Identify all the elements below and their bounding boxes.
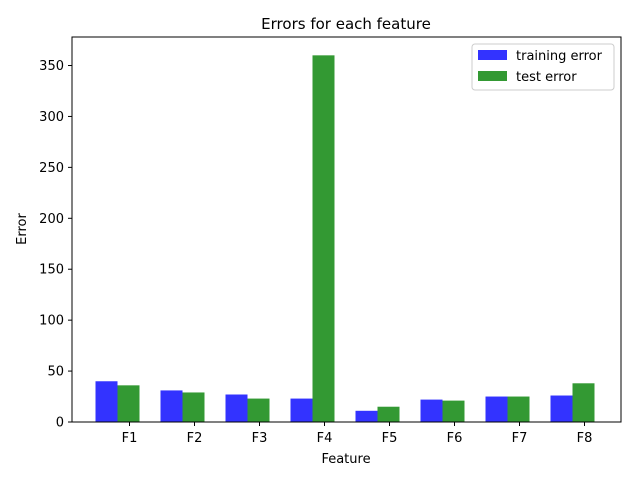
bar-test-error-f7	[507, 396, 530, 422]
bar-training-error-f5	[355, 410, 378, 422]
bar-test-error-f2	[182, 392, 205, 422]
x-tick-label: F5	[382, 431, 398, 446]
y-tick-label: 150	[39, 263, 64, 278]
x-axis-label: Feature	[321, 452, 370, 467]
legend: training error test error	[471, 43, 615, 91]
bar-test-error-f8	[572, 383, 595, 422]
bar-training-error-f1	[95, 381, 118, 422]
y-tick-label: 100	[39, 314, 64, 329]
x-tick-label: F7	[512, 431, 528, 446]
y-tick-label: 0	[56, 416, 64, 431]
legend-label: training error	[516, 49, 603, 64]
bar-test-error-f1	[117, 385, 140, 422]
bar-training-error-f6	[420, 399, 443, 422]
bar-training-error-f3	[225, 394, 248, 422]
y-axis: 0 50 100 150 200 250 300 350	[39, 59, 72, 431]
legend-swatch	[478, 71, 507, 81]
bars-layer	[95, 55, 595, 422]
y-tick-label: 300	[39, 110, 64, 125]
y-tick-label: 350	[39, 59, 64, 74]
bar-training-error-f7	[485, 396, 508, 422]
bar-test-error-f4	[312, 55, 335, 422]
x-tick-label: F1	[122, 431, 138, 446]
x-tick-label: F2	[187, 431, 203, 446]
bar-training-error-f2	[160, 390, 183, 422]
chart-title: Errors for each feature	[261, 15, 431, 33]
x-tick-label: F8	[577, 431, 593, 446]
legend-box	[471, 43, 615, 91]
plot-frame	[71, 36, 622, 423]
x-tick-label: F3	[252, 431, 268, 446]
legend-swatch	[478, 50, 507, 60]
y-tick-label: 200	[39, 212, 64, 227]
y-tick-label: 250	[39, 161, 64, 176]
bar-training-error-f4	[290, 398, 313, 422]
bar-test-error-f3	[247, 398, 270, 422]
y-axis-label: Error	[15, 213, 30, 245]
bar-test-error-f5	[377, 406, 400, 422]
bar-training-error-f8	[550, 395, 573, 422]
y-tick-label: 50	[47, 365, 64, 380]
x-tick-label: F6	[447, 431, 463, 446]
bar-test-error-f6	[442, 400, 465, 422]
x-tick-label: F4	[317, 431, 333, 446]
legend-label: test error	[516, 70, 577, 85]
x-axis: F1 F2 F3 F4 F5 F6 F7 F8	[122, 422, 593, 446]
